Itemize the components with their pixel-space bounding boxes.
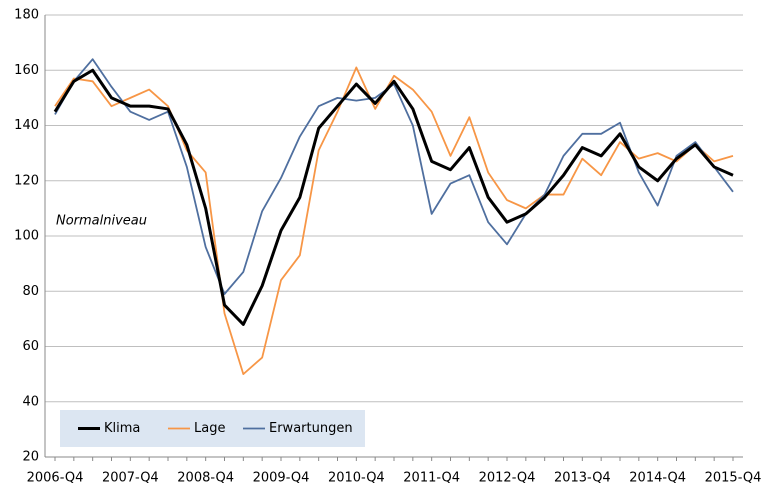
x-tick-label: 2013-Q4 <box>554 471 611 486</box>
x-tick-label: 2010-Q4 <box>328 471 385 486</box>
y-tick-label: 100 <box>14 229 39 244</box>
x-tick-label: 2015-Q4 <box>705 471 762 486</box>
annotation: Normalniveau <box>56 213 147 228</box>
legend-label: Erwartungen <box>269 421 353 436</box>
line-series <box>53 68 734 326</box>
y-tick-label: 120 <box>14 173 39 188</box>
x-tick-label: 2014-Q4 <box>629 471 686 486</box>
x-tick-label: 2009-Q4 <box>253 471 310 486</box>
y-tick-label: 180 <box>14 8 39 23</box>
y-tick-label: 80 <box>22 284 39 299</box>
y-tick-label: 20 <box>22 450 39 465</box>
legend-label: Klima <box>104 421 140 436</box>
x-tick-label: 2008-Q4 <box>177 471 234 486</box>
legend-label: Lage <box>194 421 225 436</box>
y-tick-label: 160 <box>14 63 39 78</box>
x-tick-label: 2012-Q4 <box>479 471 536 486</box>
y-tick-label: 40 <box>22 394 39 409</box>
legend-box <box>60 410 365 447</box>
x-tick-label: 2011-Q4 <box>403 471 460 486</box>
line-series <box>54 66 734 376</box>
y-tick-label: 140 <box>14 118 39 133</box>
y-tick-label: 60 <box>22 339 39 354</box>
x-tick-label: 2006-Q4 <box>27 471 84 486</box>
x-tick-label: 2007-Q4 <box>102 471 159 486</box>
